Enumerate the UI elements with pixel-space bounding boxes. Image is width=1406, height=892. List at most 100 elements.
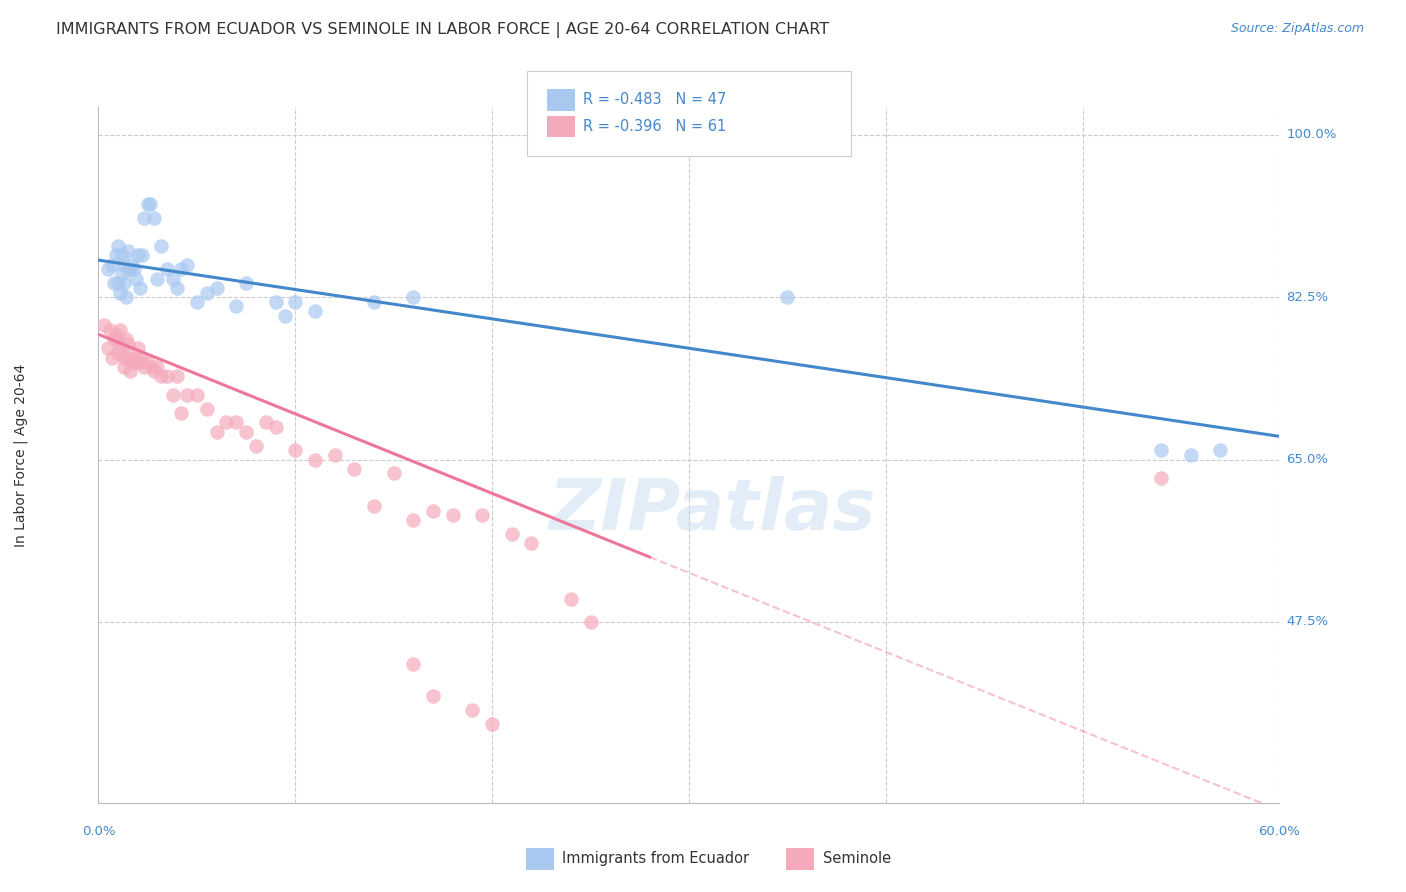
Point (98, 323, 121, 337)
Point (323, 448, 346, 462)
Text: In Labor Force | Age 20-64: In Labor Force | Age 20-64 (14, 363, 28, 547)
Point (141, 359, 163, 374)
Point (215, 416, 238, 430)
Point (162, 271, 184, 285)
Point (205, 281, 228, 295)
Point (176, 387, 198, 401)
Point (776, 290, 799, 304)
Point (166, 369, 188, 384)
Point (235, 277, 257, 291)
Point (162, 387, 184, 401)
Text: 47.5%: 47.5% (1286, 615, 1329, 628)
Point (136, 197, 159, 211)
Point (118, 262, 141, 277)
Text: Source: ZipAtlas.com: Source: ZipAtlas.com (1230, 22, 1364, 36)
Point (112, 351, 135, 365)
Point (112, 258, 135, 272)
Point (142, 364, 165, 378)
Point (245, 439, 267, 453)
Point (441, 508, 464, 523)
Text: R = -0.396   N = 61: R = -0.396 N = 61 (583, 120, 727, 134)
Point (402, 290, 425, 304)
Point (107, 239, 129, 253)
Text: Immigrants from Ecuador: Immigrants from Ecuador (562, 851, 749, 865)
Point (146, 359, 169, 374)
Point (225, 416, 247, 430)
Point (103, 332, 125, 346)
Point (128, 281, 150, 295)
Point (93, 318, 115, 332)
Point (186, 294, 208, 309)
Point (122, 262, 145, 277)
Point (146, 271, 169, 285)
Point (343, 462, 366, 476)
Point (363, 294, 385, 309)
Text: R = -0.483   N = 47: R = -0.483 N = 47 (583, 93, 727, 107)
Point (127, 248, 149, 262)
Point (422, 689, 444, 703)
Point (284, 443, 307, 458)
Point (205, 425, 228, 439)
Text: IMMIGRANTS FROM ECUADOR VS SEMINOLE IN LABOR FORCE | AGE 20-64 CORRELATION CHART: IMMIGRANTS FROM ECUADOR VS SEMINOLE IN L… (56, 22, 830, 38)
Point (166, 281, 188, 295)
Point (422, 503, 444, 517)
Point (471, 508, 494, 523)
Point (284, 294, 307, 309)
Point (156, 262, 179, 277)
Point (112, 359, 135, 374)
Point (128, 351, 150, 365)
Text: ZIPatlas: ZIPatlas (548, 476, 876, 545)
Point (560, 591, 582, 606)
Point (136, 355, 159, 369)
Point (170, 262, 193, 277)
Point (111, 248, 134, 262)
Point (150, 239, 173, 253)
Point (117, 336, 139, 351)
Point (235, 425, 257, 439)
Point (105, 327, 128, 342)
Point (1150, 443, 1173, 458)
Point (107, 346, 129, 360)
Point (112, 277, 135, 291)
Point (363, 499, 385, 513)
Point (132, 211, 155, 226)
Point (97, 341, 120, 355)
Point (107, 277, 129, 291)
Point (117, 244, 139, 258)
Point (402, 513, 425, 527)
Point (125, 355, 148, 369)
Point (125, 271, 148, 285)
Point (170, 406, 193, 420)
Point (1150, 471, 1173, 485)
Point (304, 304, 326, 318)
Point (142, 211, 165, 226)
Point (97, 262, 120, 277)
Text: 82.5%: 82.5% (1286, 291, 1329, 303)
Point (103, 277, 125, 291)
Point (122, 355, 145, 369)
Point (501, 526, 523, 541)
Point (520, 536, 543, 550)
Point (481, 717, 503, 731)
Text: 0.0%: 0.0% (82, 825, 115, 838)
Point (195, 285, 218, 300)
Point (115, 332, 138, 346)
Point (108, 323, 131, 337)
Point (150, 369, 173, 384)
Point (156, 369, 179, 384)
Point (108, 285, 131, 300)
Point (304, 452, 326, 467)
Point (117, 351, 139, 365)
Point (107, 332, 129, 346)
Text: 65.0%: 65.0% (1286, 453, 1329, 466)
Point (195, 401, 218, 416)
Point (121, 351, 143, 365)
Point (402, 657, 425, 671)
Text: 60.0%: 60.0% (1258, 825, 1301, 838)
Point (225, 300, 247, 314)
Point (101, 351, 124, 365)
Point (138, 197, 160, 211)
Point (101, 258, 124, 272)
Point (1209, 443, 1232, 458)
Point (131, 355, 153, 369)
